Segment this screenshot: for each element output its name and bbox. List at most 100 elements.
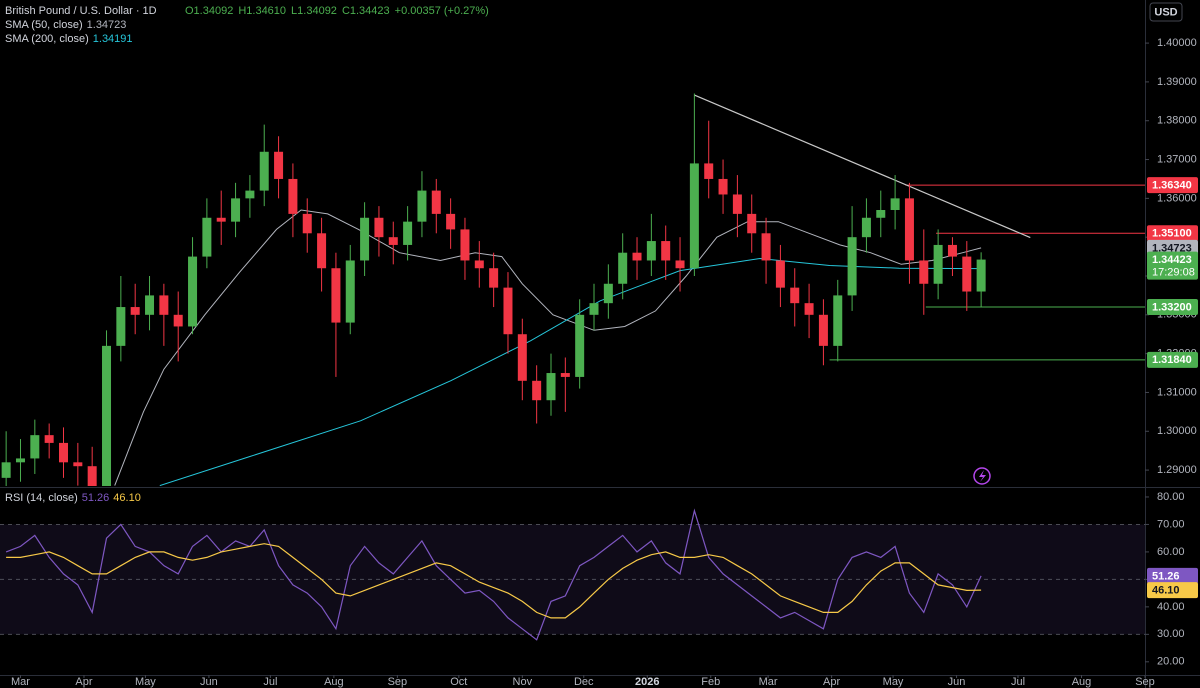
- candle-body: [317, 233, 327, 269]
- x-tick-label: Mar: [11, 676, 30, 688]
- countdown: 17:29:08: [1152, 266, 1195, 278]
- x-tick-label: May: [883, 676, 904, 688]
- candle-body: [116, 307, 126, 346]
- x-tick-label: May: [135, 676, 156, 688]
- candle-body: [833, 295, 843, 346]
- level-tag-bg: [1147, 177, 1198, 194]
- rsi-tag: 51.26: [1152, 570, 1180, 582]
- y-tick-label: 1.37000: [1157, 153, 1197, 165]
- candle-body: [288, 178, 298, 214]
- ohlc-value: C1.34423: [342, 5, 390, 17]
- candle-body: [345, 260, 355, 323]
- candle-body: [460, 229, 470, 261]
- level-tag-bg: [1147, 225, 1198, 242]
- price-pane: [1, 93, 1145, 486]
- candle-body: [73, 462, 83, 467]
- candle-body: [646, 241, 656, 261]
- candle-body: [661, 241, 671, 261]
- candle-body: [632, 252, 642, 261]
- x-tick-label: Jul: [1011, 676, 1025, 688]
- candle-body: [761, 233, 771, 261]
- sma-tag: 1.34723: [1152, 242, 1192, 254]
- x-tick-label: Sep: [388, 676, 408, 688]
- candle-body: [747, 213, 757, 234]
- candle-body: [503, 287, 513, 335]
- candle-body: [790, 287, 800, 304]
- level-tag-bg: [1147, 299, 1198, 316]
- candle-body: [231, 198, 241, 222]
- candle-body: [130, 307, 140, 315]
- candle-body: [360, 217, 370, 261]
- candle-body: [489, 268, 499, 288]
- ohlc-value: H1.34610: [238, 5, 286, 17]
- x-tick-label: Dec: [574, 676, 594, 688]
- rsi-tick-label: 80.00: [1157, 491, 1185, 503]
- candle-body: [245, 190, 255, 199]
- x-tick-label: Jun: [200, 676, 218, 688]
- x-tick-label: Apr: [75, 676, 92, 688]
- candle-body: [532, 380, 542, 401]
- x-tick-label: Apr: [823, 676, 840, 688]
- candle-body: [775, 260, 785, 288]
- y-tick-label: 1.40000: [1157, 37, 1197, 49]
- level-tag-bg: [1147, 351, 1198, 368]
- candle-body: [274, 151, 284, 179]
- candle-body: [575, 314, 585, 377]
- candle-body: [374, 217, 384, 238]
- axes: 1.290001.300001.310001.320001.330001.340…: [11, 37, 1198, 688]
- candle-body: [603, 283, 613, 304]
- ohlc-legend: O1.34092 H1.34610 L1.34092 C1.34423 +0.00357…: [185, 5, 489, 17]
- candle-body: [417, 190, 427, 222]
- candle-body: [446, 213, 456, 230]
- last-price-tag: 1.34423: [1152, 254, 1192, 266]
- candle-body: [718, 178, 728, 195]
- indicator-name: SMA (50, close): [5, 19, 83, 31]
- x-tick-label: Feb: [701, 676, 720, 688]
- candle-body: [87, 466, 97, 486]
- x-tick-label: Aug: [1072, 676, 1092, 688]
- currency-button[interactable]: [1149, 2, 1183, 22]
- alert-icon[interactable]: [973, 467, 991, 485]
- rsi-tag-bg: [1147, 567, 1198, 584]
- symbol-title: British Pound / U.S. Dollar · 1D: [5, 5, 157, 17]
- rsi-tick-label: 70.00: [1157, 518, 1185, 530]
- rsi-tag-bg: [1147, 582, 1198, 599]
- indicator-legend: SMA (50, close) 1.34723 SMA (200, close) 1.…: [5, 19, 141, 504]
- candle-body: [15, 458, 25, 463]
- candle-body: [904, 198, 914, 261]
- candle-body: [704, 163, 714, 179]
- y-tick-label: 1.36000: [1157, 192, 1197, 204]
- candle-body: [818, 314, 828, 346]
- alert-bolt: [979, 470, 986, 482]
- rsi-line: [5, 508, 982, 641]
- candle-body: [847, 237, 857, 296]
- indicator-name: SMA (200, close): [5, 33, 89, 45]
- candle-body: [919, 260, 929, 284]
- candle-body: [675, 260, 685, 269]
- candle-body: [933, 244, 943, 284]
- x-tick-label: Jul: [263, 676, 277, 688]
- candle-body: [30, 435, 40, 459]
- y-tick-label: 1.31000: [1157, 386, 1197, 398]
- rsi-tick-label: 30.00: [1157, 628, 1185, 640]
- y-tick-label: 1.39000: [1157, 76, 1197, 88]
- candle-body: [173, 314, 183, 327]
- candle-body: [560, 373, 570, 377]
- x-tick-label: Mar: [759, 676, 778, 688]
- candle-body: [976, 259, 986, 292]
- candle-body: [589, 303, 599, 315]
- candle-body: [1, 462, 11, 478]
- x-tick-label: Nov: [513, 676, 533, 688]
- rsi-line: [6, 543, 982, 619]
- candle-body: [689, 163, 699, 269]
- rsi-tag: 46.10: [1152, 585, 1180, 597]
- rsi-value: 46.10: [113, 492, 141, 504]
- candle-body: [302, 213, 312, 234]
- x-tick-label: Sep: [1135, 676, 1155, 688]
- candle-body: [861, 217, 871, 238]
- y-tick-label: 1.29000: [1157, 464, 1197, 476]
- last-price-tag-bg: [1147, 251, 1198, 280]
- ohlc-value: +0.00357 (+0.27%): [395, 5, 489, 17]
- x-tick-label: 2026: [635, 676, 659, 688]
